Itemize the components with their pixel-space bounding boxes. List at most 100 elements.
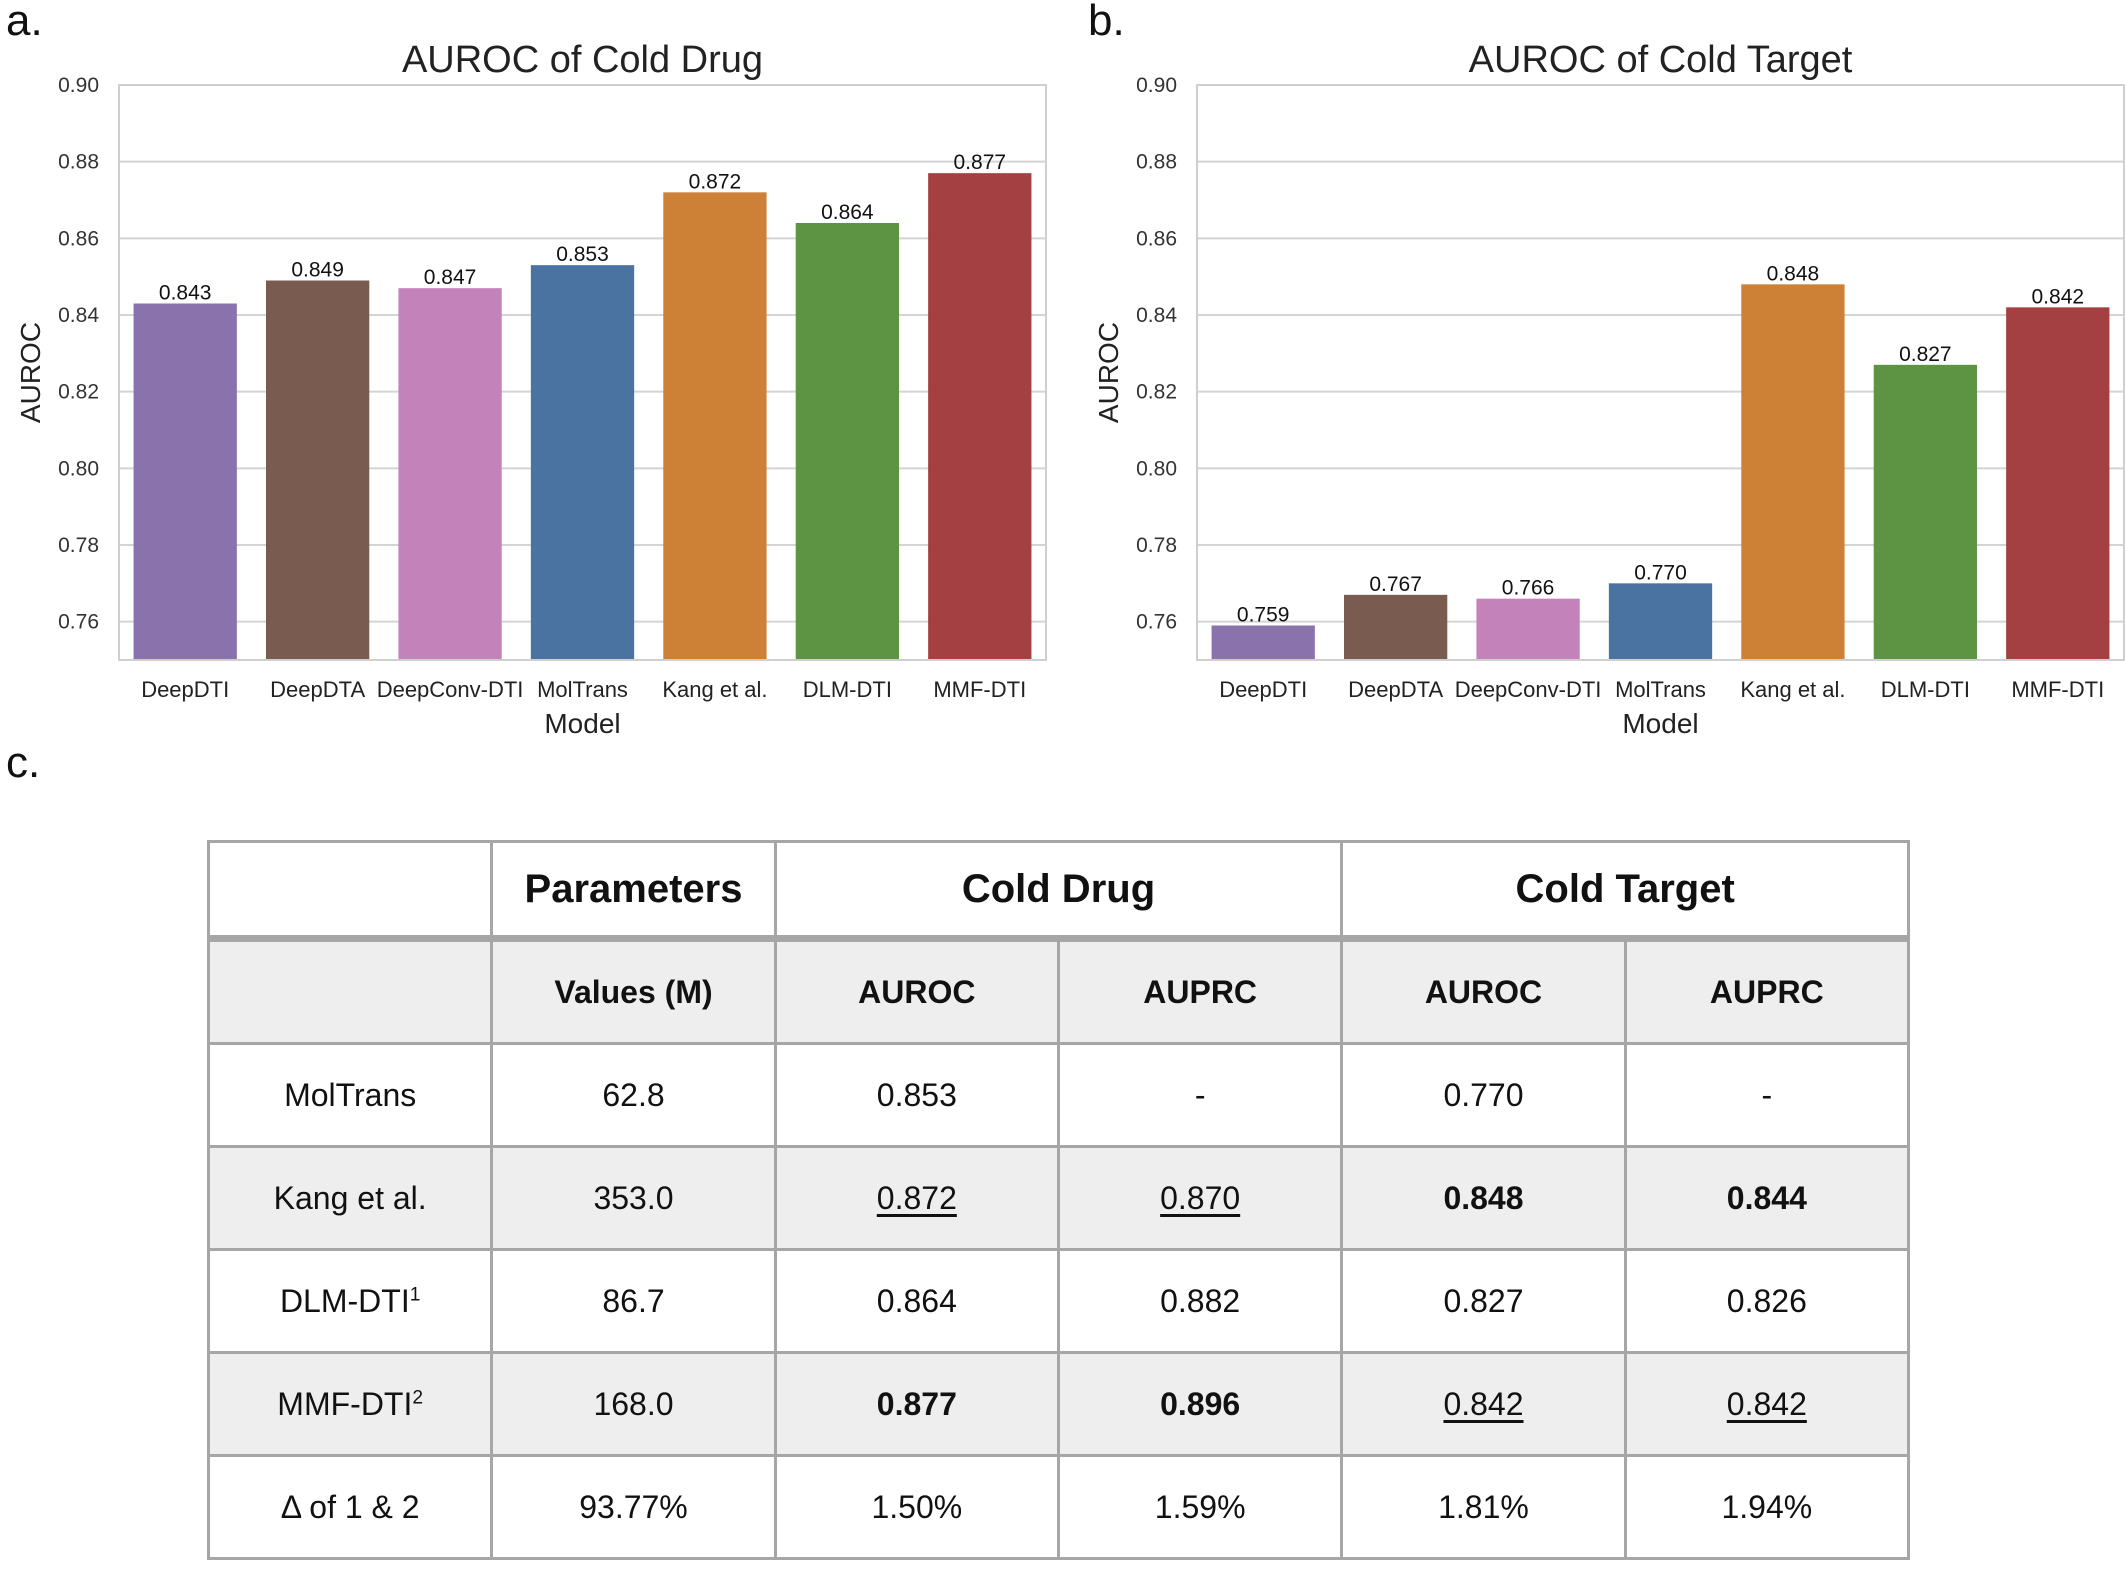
y-tick-label: 0.88 [1136, 151, 1177, 174]
cell-params: 86.7 [490, 1248, 777, 1354]
cell-params: 93.77% [490, 1454, 777, 1560]
bar [928, 173, 1032, 660]
y-tick-label: 0.82 [58, 381, 99, 404]
x-tick-label: DeepDTI [1219, 677, 1307, 702]
bar-value-label: 0.770 [1634, 561, 1687, 584]
results-table: Parameters Cold Drug Cold Target Values … [206, 840, 1911, 1560]
cell-cd-auprc: 1.59% [1056, 1454, 1344, 1560]
y-tick-label: 0.90 [1136, 74, 1177, 97]
table-row-mmf-dti: MMF-DTI2 168.0 0.877 0.896 0.842 0.842 [206, 1351, 1911, 1457]
cell-params: 353.0 [490, 1145, 777, 1251]
chart-cold-drug: 0.76 0.78 0.80 0.82 0.84 0.86 0.88 0.90 0.843 Dee… [15, 39, 1047, 739]
bar-value-label: 0.843 [159, 282, 212, 305]
y-tick-label: 0.76 [58, 611, 99, 634]
cell-ct-auprc: 1.94% [1623, 1454, 1911, 1560]
table-row-delta: Δ of 1 & 2 93.77% 1.50% 1.59% 1.81% 1.94… [206, 1454, 1911, 1560]
bar-value-label: 0.872 [689, 170, 742, 193]
cell-cd-auprc: 0.896 [1056, 1351, 1344, 1457]
bar [1343, 594, 1448, 660]
y-tick-label: 0.84 [1136, 304, 1177, 327]
y-tick-label: 0.86 [58, 227, 99, 250]
x-tick-label: Kang et al. [1740, 677, 1845, 702]
y-tick-label: 0.80 [58, 457, 99, 480]
bar-value-label: 0.827 [1899, 343, 1952, 366]
x-tick-label: MMF-DTI [2011, 677, 2104, 702]
bar [530, 265, 635, 660]
y-tick-label: 0.84 [58, 304, 99, 327]
bar [398, 288, 502, 660]
bar [133, 303, 237, 660]
cell-ct-auroc: 0.848 [1340, 1145, 1627, 1251]
cell-model: MMF-DTI2 [206, 1351, 494, 1457]
bar [795, 223, 900, 660]
header-blank [206, 840, 494, 942]
bar [265, 280, 370, 660]
y-tick-label: 0.90 [58, 74, 99, 97]
bar [1211, 625, 1315, 660]
cell-cd-auprc: - [1056, 1042, 1344, 1148]
y-tick-label: 0.82 [1136, 381, 1177, 404]
subheader-values: Values (M) [490, 937, 777, 1045]
x-axis-label: Model [544, 708, 620, 739]
table-row-kang: Kang et al. 353.0 0.872 0.870 0.848 0.84… [206, 1145, 1911, 1251]
bar-value-label: 0.759 [1237, 604, 1290, 627]
cell-ct-auroc: 1.81% [1340, 1454, 1627, 1560]
y-tick-label: 0.78 [58, 534, 99, 557]
bar-value-label: 0.842 [2032, 285, 2085, 308]
chart-title: AUROC of Cold Drug [402, 39, 763, 81]
cell-cd-auroc: 1.50% [773, 1454, 1060, 1560]
y-axis-label: AUROC [1093, 322, 1124, 423]
cell-cd-auroc: 0.877 [773, 1351, 1060, 1457]
bar-value-label: 0.877 [954, 151, 1007, 174]
bar-value-label: 0.766 [1502, 577, 1555, 600]
x-tick-label: DeepDTA [270, 677, 365, 702]
cell-model: Kang et al. [206, 1145, 494, 1251]
x-tick-label: Kang et al. [662, 677, 767, 702]
cell-ct-auprc: 0.844 [1623, 1145, 1911, 1251]
x-axis-label: Model [1622, 708, 1698, 739]
plot-frame [1196, 84, 2125, 661]
header-parameters: Parameters [490, 840, 777, 942]
cell-cd-auprc: 0.882 [1056, 1248, 1344, 1354]
x-tick-label: MolTrans [537, 677, 628, 702]
table-row-moltrans: MolTrans 62.8 0.853 - 0.770 - [206, 1042, 1911, 1148]
panel-label-c: c. [6, 738, 41, 787]
cell-model: Δ of 1 & 2 [206, 1454, 494, 1560]
table-subheader-row: Values (M) AUROC AUPRC AUROC AUPRC [206, 937, 1911, 1045]
chart-title: AUROC of Cold Target [1469, 39, 1853, 81]
x-tick-label: DLM-DTI [803, 677, 892, 702]
x-tick-label: DeepConv-DTI [377, 677, 524, 702]
x-tick-label: DLM-DTI [1881, 677, 1970, 702]
cell-cd-auprc: 0.870 [1056, 1145, 1344, 1251]
y-tick-label: 0.88 [58, 151, 99, 174]
cell-ct-auprc: 0.842 [1623, 1351, 1911, 1457]
subheader-blank [206, 937, 494, 1045]
bar [1476, 598, 1580, 660]
bar [1873, 364, 1978, 660]
y-tick-label: 0.78 [1136, 534, 1177, 557]
cell-model: DLM-DTI1 [206, 1248, 494, 1354]
chart-cold-target: 0.76 0.78 0.80 0.82 0.84 0.86 0.88 0.90 0.759 Dee… [1093, 39, 2125, 739]
bar [1608, 583, 1713, 660]
subheader-cd-auroc: AUROC [773, 937, 1060, 1045]
subheader-cd-auprc: AUPRC [1056, 937, 1344, 1045]
header-cold-target: Cold Target [1340, 840, 1910, 942]
bar [663, 192, 767, 661]
subheader-ct-auroc: AUROC [1340, 937, 1627, 1045]
x-tick-label: DeepConv-DTI [1455, 677, 1602, 702]
bar-value-label: 0.864 [821, 201, 874, 224]
bar-value-label: 0.853 [556, 243, 609, 266]
cell-params: 168.0 [490, 1351, 777, 1457]
y-axis-label: AUROC [15, 322, 46, 423]
cell-cd-auroc: 0.853 [773, 1042, 1060, 1148]
bar [1741, 284, 1845, 660]
x-tick-label: DeepDTI [141, 677, 229, 702]
y-tick-label: 0.80 [1136, 457, 1177, 480]
panel-label-b: b. [1088, 0, 1125, 45]
subheader-ct-auprc: AUPRC [1623, 937, 1911, 1045]
bar-value-label: 0.848 [1767, 262, 1820, 285]
panel-label-a: a. [6, 0, 43, 45]
cell-ct-auprc: - [1623, 1042, 1911, 1148]
bar [2006, 307, 2110, 660]
y-tick-label: 0.76 [1136, 611, 1177, 634]
